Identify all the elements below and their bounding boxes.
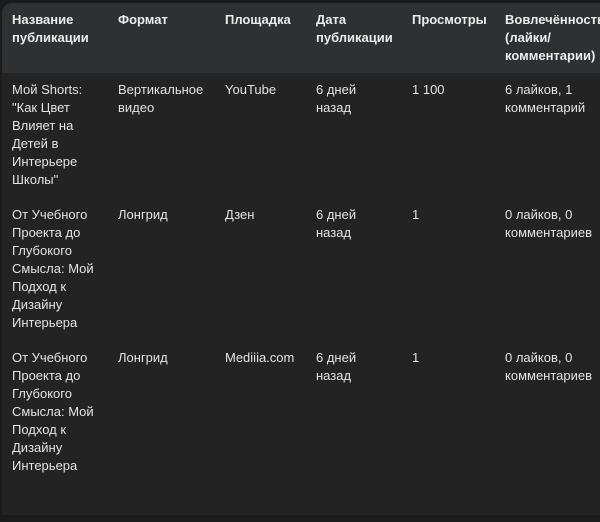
cell-date: 6 дней назад	[316, 207, 357, 240]
header-format: Формат	[118, 12, 168, 27]
header-views: Просмотры	[412, 12, 487, 27]
cell-title: От Учебного Проекта до Глубокого Смысла:…	[12, 350, 94, 473]
cell-views: 1	[412, 207, 420, 222]
publications-table: Название публикации Формат Площадка Дата…	[2, 3, 600, 484]
cell-platform: Дзен	[225, 207, 255, 222]
header-date: Дата публикации	[316, 12, 393, 45]
publications-table-container: Название публикации Формат Площадка Дата…	[2, 3, 600, 515]
cell-platform: YouTube	[225, 82, 277, 97]
cell-platform: Mediiia.com	[225, 350, 295, 365]
cell-engagement: 0 лайков, 0 комментариев	[505, 207, 593, 240]
cell-engagement: 6 лайков, 1 комментарий	[505, 82, 586, 115]
cell-format: Лонгрид	[118, 350, 168, 365]
cell-format: Вертикальное видео	[118, 82, 204, 115]
cell-views: 1	[412, 350, 420, 365]
table-row: От Учебного Проекта до Глубокого Смысла:…	[2, 341, 600, 484]
header-title: Название публикации	[12, 12, 89, 45]
cell-engagement: 0 лайков, 0 комментариев	[505, 350, 593, 383]
cell-date: 6 дней назад	[316, 82, 357, 115]
cell-format: Лонгрид	[118, 207, 168, 222]
cell-title: Мой Shorts: "Как Цвет Влияет на Детей в …	[12, 82, 83, 187]
header-engagement: Вовлечённость (лайки/ комментарии)	[505, 12, 600, 63]
header-platform: Площадка	[225, 12, 291, 27]
cell-title: От Учебного Проекта до Глубокого Смысла:…	[12, 207, 94, 330]
table-row: От Учебного Проекта до Глубокого Смысла:…	[2, 198, 600, 341]
cell-views: 1 100	[412, 82, 445, 97]
table-row: Мой Shorts: "Как Цвет Влияет на Детей в …	[2, 73, 600, 198]
cell-date: 6 дней назад	[316, 350, 357, 383]
table-header-row: Название публикации Формат Площадка Дата…	[2, 3, 600, 73]
